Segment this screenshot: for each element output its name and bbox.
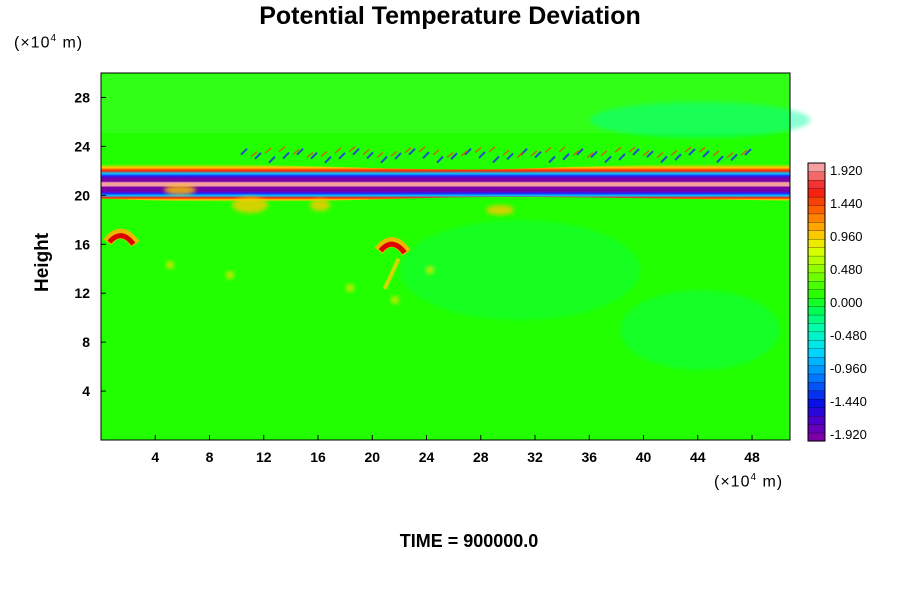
heatmap-cool-patch: [620, 290, 780, 370]
colorbar-cell: [807, 196, 826, 206]
warm-patch: [164, 185, 196, 195]
x-tick-label: 16: [310, 449, 326, 465]
colorbar-cell: [807, 272, 826, 282]
colorbar-frame: [807, 162, 826, 442]
y-tick-label: 28: [74, 89, 90, 105]
warm-patch: [310, 199, 330, 211]
colorbar-cell: [807, 238, 826, 248]
y-tick-label: 4: [82, 383, 90, 399]
x-tick-label: 8: [206, 449, 214, 465]
colorbar-cell: [807, 365, 826, 375]
warm-speck: [426, 266, 434, 274]
warm-patch: [232, 197, 268, 213]
colorbar-tick-label: -0.960: [830, 361, 867, 376]
plume-tail: [382, 257, 401, 290]
colorbar-cell: [807, 230, 826, 240]
time-label: TIME = 900000.0: [399, 531, 539, 551]
y-tick-label: 24: [74, 138, 90, 154]
x-tick-label: 48: [744, 449, 760, 465]
colorbar-cell: [807, 306, 826, 316]
colorbar-cell: [807, 179, 826, 189]
colorbar-cell: [807, 432, 826, 442]
colorbar-cell: [807, 415, 826, 425]
colorbar-cell: [807, 381, 826, 392]
colorbar-cell: [807, 263, 826, 274]
warm-speck: [226, 271, 234, 279]
x-tick-label: 4: [151, 449, 159, 465]
colorbar-cell: [807, 373, 826, 383]
x-tick-label: 12: [256, 449, 272, 465]
heatmap-cool-patch: [400, 220, 640, 320]
colorbar-cell: [807, 407, 826, 417]
x-tick-label: 24: [419, 449, 435, 465]
colorbar-cell: [807, 322, 826, 333]
colorbar-cell: [807, 314, 826, 324]
colorbar-cell: [807, 162, 826, 172]
y-unit-label: (×104 m): [14, 33, 84, 52]
y-tick-label: 16: [74, 236, 90, 252]
colorbar-cell: [807, 204, 826, 215]
x-tick-label: 44: [690, 449, 706, 465]
colorbar-cell: [807, 171, 826, 181]
colorbar-tick-label: -1.440: [830, 394, 867, 409]
colorbar-cell: [807, 280, 826, 290]
x-tick-label: 20: [364, 449, 380, 465]
colorbar-cell: [807, 297, 826, 307]
colorbar-cell: [807, 331, 826, 341]
heatmap-cool-patch: [590, 102, 810, 138]
warm-blob: [378, 241, 407, 255]
x-tick-label: 28: [473, 449, 489, 465]
y-tick-label: 20: [74, 187, 90, 203]
x-tick-label: 40: [636, 449, 652, 465]
x-tick-label: 32: [527, 449, 543, 465]
x-tick-label: 36: [581, 449, 597, 465]
colorbar-tick-label: 1.440: [830, 196, 863, 211]
colorbar-tick-label: -1.920: [830, 427, 867, 442]
warm-speck: [346, 284, 354, 292]
colorbar-cell: [807, 348, 826, 358]
colorbar-tick-label: -0.480: [830, 328, 867, 343]
colorbar-cell: [807, 213, 826, 223]
warm-speck: [391, 296, 399, 304]
band-wave-fringe: [240, 147, 752, 164]
colorbar-cell: [807, 188, 826, 198]
colorbar-tick-label: 0.000: [830, 295, 863, 310]
colorbar-cell: [807, 289, 826, 299]
chart-title: Potential Temperature Deviation: [259, 2, 641, 30]
warm-speck: [166, 261, 174, 269]
y-tick-label: 8: [82, 334, 90, 350]
colorbar-cell: [807, 424, 826, 434]
band-wave-fringe: [250, 146, 748, 159]
colorbar-cell: [807, 390, 826, 400]
colorbar-tick-label: 1.920: [830, 163, 863, 178]
plot-frame: [100, 72, 791, 441]
colorbar-cell: [807, 221, 826, 231]
colorbar-tick-label: 0.480: [830, 262, 863, 277]
colorbar-tick-label: 0.960: [830, 229, 863, 244]
colorbar-cell: [807, 356, 826, 366]
temperature-band: [101, 163, 790, 202]
colorbar-cell: [807, 255, 826, 265]
y-tick-label: 12: [74, 285, 90, 301]
warm-blob: [107, 233, 136, 246]
colorbar-cell: [807, 339, 826, 349]
x-unit-label: (×104 m): [714, 472, 784, 491]
colorbar-cell: [807, 398, 826, 408]
warm-patch: [486, 205, 514, 215]
colorbar-cell: [807, 247, 826, 257]
